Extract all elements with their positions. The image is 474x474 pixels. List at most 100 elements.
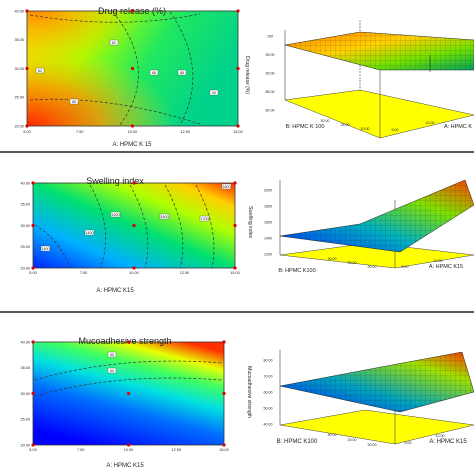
z-tick-label: 2000 [264, 188, 272, 192]
y-tick-label: 25.00 [348, 261, 357, 265]
chart-title: Swelling index [86, 176, 144, 186]
design-point [31, 181, 35, 185]
y-tick-label: 25.00 [20, 418, 30, 422]
contour-line [195, 184, 215, 269]
x-tick-label: 7.50 [77, 448, 84, 452]
y-tick-label: 30.00 [328, 257, 337, 261]
y-axis-label: B: HPMC K100 [278, 268, 315, 274]
y-axis-label: B: HPMC K 100 [286, 124, 325, 130]
y-axis-label: B: HPMC K100 [277, 439, 318, 445]
surface-plot-drug-release: Drug release (%) B: HPMC K 100 A: HPMC K… [244, 20, 474, 139]
contour-label-group: 82 82 85 88 88 90 [35, 39, 219, 105]
contour-label: 1700 [201, 217, 209, 221]
contour-line [112, 11, 139, 126]
design-point [222, 340, 226, 344]
contour-label: 60 [110, 369, 114, 373]
x-tick-label: 15.00 [233, 130, 243, 134]
design-point [130, 124, 135, 128]
z-axis-label: Mucoadhesive strength [246, 366, 252, 418]
z-tick-label: 1200 [264, 252, 272, 256]
x-tick-label: 5.00 [392, 128, 399, 132]
x-tick-label: 5.00 [23, 130, 30, 134]
design-point [126, 340, 131, 344]
y-tick-label: 40.00 [20, 340, 30, 344]
surface-plot-mucoadhesive-strength: Mucoadhesive strength B: HPMC K100 A: HP… [246, 350, 474, 447]
contour-line [34, 224, 71, 269]
y-tick-label: 30.00 [14, 67, 24, 71]
contour-plot-mucoadhesive-strength: Mucoadhesive strength A: HPMC K15 5.00 7.… [20, 336, 228, 469]
x-axis-label: A: HPMC K15 [429, 264, 463, 270]
design-point [130, 9, 135, 13]
y-tick-label: 35.00 [14, 38, 24, 42]
design-point [236, 9, 240, 13]
design-point [126, 443, 131, 447]
z-tick-label: 50.00 [264, 406, 273, 410]
design-point [132, 181, 136, 185]
panel-swelling-index: Swelling index A: HPMC K15 5.00 7.50 10.00… [20, 176, 474, 294]
z-tick-label: 85.00 [266, 90, 275, 94]
y-tick-label: 30.00 [321, 119, 330, 123]
contour-plot-drug-release: Drug release (%) A: HPMC K 15 5.00 7.50 10… [14, 6, 242, 148]
design-point [236, 124, 240, 128]
z-tick-label: 100 [267, 34, 273, 38]
z-tick-label: 95.00 [266, 53, 275, 57]
y-tick-label: 20.00 [20, 266, 30, 270]
design-point [31, 266, 35, 270]
y-tick-label: 20.00 [368, 443, 377, 447]
chart-title: Mucoadhesive strength [78, 336, 171, 346]
y-tick-label: 25.00 [348, 438, 357, 442]
z-tick-label: 1400 [264, 236, 272, 240]
x-tick-label: 10.00 [434, 259, 443, 263]
x-axis-label: A: HPMC K15 [96, 288, 134, 294]
design-point [222, 443, 226, 447]
panel-mucoadhesive-strength: Mucoadhesive strength A: HPMC K15 5.00 7.… [20, 336, 474, 469]
y-tick-label: 35.00 [20, 203, 30, 207]
design-point [132, 223, 136, 228]
y-tick-label: 25.00 [20, 245, 30, 249]
contour-label: 1800 [223, 185, 231, 189]
z-axis-label: Drug release (%) [244, 56, 250, 94]
surface-plot-swelling-index: Swelling index B: HPMC K100 A: HPMC K15 … [247, 179, 474, 274]
contour-label: 1400 [86, 231, 94, 235]
y-tick-label: 20.00 [14, 124, 24, 128]
design-point [31, 391, 35, 396]
contour-line [29, 13, 201, 23]
y-tick-label: 20.00 [361, 127, 370, 131]
x-axis-label: A: HPMC K15 [429, 439, 467, 445]
x-tick-label: 7.50 [80, 271, 87, 275]
design-point [132, 266, 136, 270]
surface-floor [284, 89, 474, 139]
x-tick-label: 7.50 [76, 130, 83, 134]
contour-label: 90 [212, 91, 216, 95]
y-tick-label: 25.00 [341, 123, 350, 127]
z-tick-label: 90.00 [266, 71, 275, 75]
y-tick-label: 40.00 [14, 9, 24, 13]
design-point [25, 124, 29, 128]
y-tick-label: 35.00 [20, 366, 30, 370]
contour-label: 1400 [42, 247, 50, 251]
design-point [233, 266, 237, 270]
x-tick-label: 10.00 [124, 448, 134, 452]
x-tick-label: 5.00 [405, 441, 412, 445]
y-tick-label: 25.00 [14, 96, 24, 100]
design-point [236, 66, 240, 71]
contour-label: 1600 [161, 215, 169, 219]
contour-label-group: 60 65 [107, 351, 117, 374]
y-tick-label: 20.00 [368, 265, 377, 269]
contour-label: 88 [180, 71, 184, 75]
z-tick-label: 1800 [264, 204, 272, 208]
y-tick-label: 30.00 [328, 433, 337, 437]
design-point [222, 391, 226, 396]
contour-line [34, 377, 223, 397]
contour-label: 65 [110, 353, 114, 357]
x-tick-label: 5.00 [29, 448, 36, 452]
contour-label: 85 [72, 100, 76, 104]
x-axis-label: A: HPMC K [444, 124, 472, 130]
y-tick-label: 30.00 [20, 392, 30, 396]
x-tick-label: 10.00 [129, 271, 139, 275]
x-tick-label: 15.00 [230, 271, 240, 275]
x-tick-label: 15.00 [219, 448, 229, 452]
design-point [25, 66, 29, 71]
x-tick-label: 10.00 [426, 121, 435, 125]
